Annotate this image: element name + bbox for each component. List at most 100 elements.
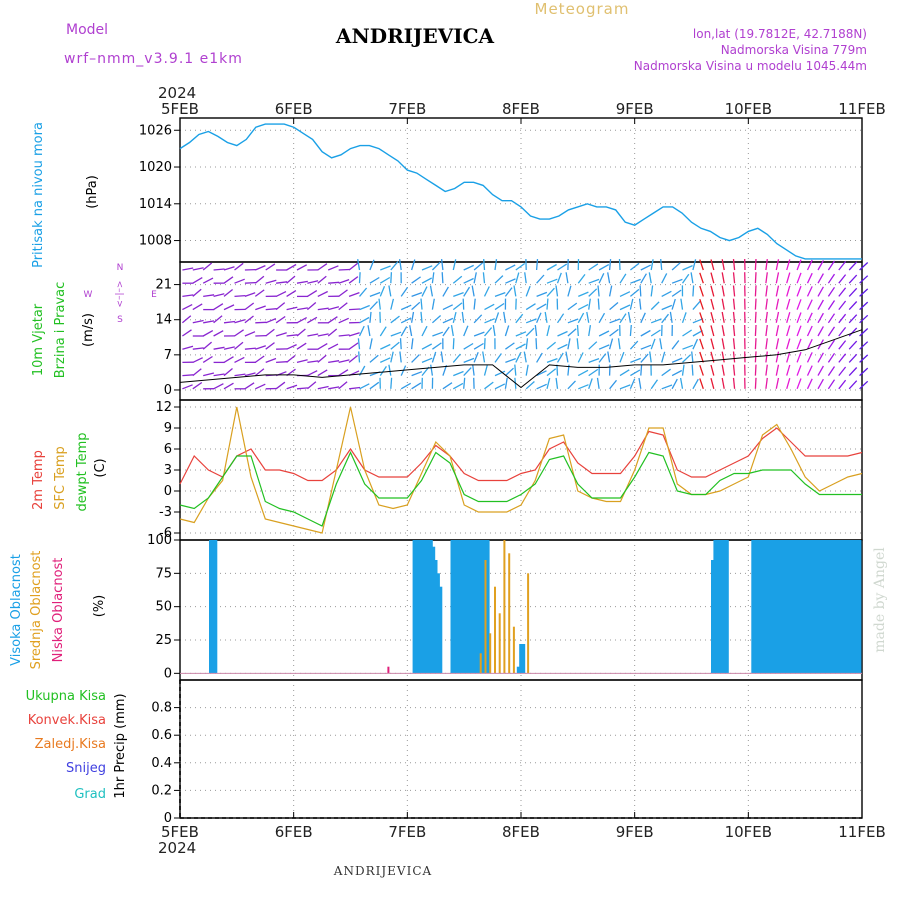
wind-arrow xyxy=(317,333,329,337)
wind-arrow xyxy=(452,259,457,271)
cloud-bar xyxy=(775,540,779,674)
wind-arrow xyxy=(681,273,690,284)
wind-arrow xyxy=(234,341,244,350)
wind-arrow xyxy=(234,356,245,363)
wind-arrow xyxy=(838,366,847,377)
y-tick-label: 1008 xyxy=(139,234,172,249)
wind-arrow xyxy=(578,384,589,390)
wind-arrow xyxy=(597,298,600,310)
wind-arrow xyxy=(765,259,768,271)
y-tick-label: 0 xyxy=(164,383,172,398)
cloud-bar xyxy=(815,540,819,674)
wind-arrow xyxy=(838,274,847,284)
wind-arrow xyxy=(806,338,813,350)
wind-arrow xyxy=(617,338,621,350)
wind-arrow xyxy=(338,317,349,324)
wind-arrow xyxy=(577,274,586,284)
cloud-bar xyxy=(784,540,788,674)
wind-arrow xyxy=(390,272,393,284)
compass-w: W xyxy=(84,290,93,300)
wind-arrow xyxy=(640,353,649,363)
wind-arrow xyxy=(546,298,549,310)
wind-arrow xyxy=(182,384,193,390)
wind-arrow xyxy=(786,298,791,310)
wind-arrow xyxy=(754,324,757,337)
wind-arrow xyxy=(420,311,423,323)
wind-arrow xyxy=(692,378,699,390)
cloud-ytick-labels: 100 75 50 25 0 xyxy=(147,533,172,681)
wind-arrow xyxy=(556,364,559,376)
temp-ylabel-4: (C) xyxy=(93,458,108,477)
cloud-bar xyxy=(211,540,215,674)
wind-arrow xyxy=(369,354,379,363)
wind-arrow xyxy=(578,291,589,297)
wind-arrow xyxy=(555,285,559,297)
wind-arrow xyxy=(546,357,558,364)
wind-arrow xyxy=(765,272,768,284)
wind-arrow xyxy=(692,338,699,350)
wind-compass: N <–|–> W E S xyxy=(84,263,158,325)
wind-arrow xyxy=(463,277,474,284)
wind-arrow xyxy=(796,338,802,350)
wind-arrow xyxy=(463,377,466,389)
wind-arrow xyxy=(721,298,725,310)
wind-arrow xyxy=(223,382,234,390)
cloud-bar xyxy=(793,540,798,674)
wind-arrow xyxy=(492,324,496,337)
wind-arrow xyxy=(638,377,642,389)
wind-arrow xyxy=(827,313,836,324)
wind-arrow xyxy=(307,370,318,377)
wind-arrow xyxy=(213,293,225,298)
wind-arrow xyxy=(609,379,618,390)
wind-arrow xyxy=(619,384,631,390)
wind-arrow xyxy=(442,326,450,337)
wind-arrow xyxy=(338,334,350,337)
wind-arrow xyxy=(588,288,598,297)
x-tick-label: 6FEB xyxy=(275,823,313,841)
wind-arrow xyxy=(398,259,402,271)
wind-arrow xyxy=(682,265,693,271)
wind-arrow xyxy=(699,378,704,390)
wind-arrow xyxy=(796,259,802,271)
wind-arrow xyxy=(732,377,736,389)
cloud-bar xyxy=(415,540,419,674)
cloud-bar xyxy=(718,540,722,674)
wind-arrow xyxy=(710,259,715,271)
cloud-bar xyxy=(827,540,831,674)
wind-arrow xyxy=(484,318,495,324)
wind-arrow xyxy=(379,285,386,297)
wind-arrow xyxy=(692,330,703,337)
pressure-panel: Pritisak na nivou mora (hPa) 1026 1020 101… xyxy=(31,122,862,268)
wind-arrow xyxy=(699,259,704,271)
cloud-bar xyxy=(720,540,725,674)
wind-arrow xyxy=(639,285,642,297)
wind-arrow xyxy=(806,378,813,390)
wind-arrow xyxy=(265,308,277,311)
wind-arrow xyxy=(838,326,847,337)
wind-arrow xyxy=(536,303,547,311)
credit-text: made by Angel xyxy=(872,547,888,653)
precip-panel: Ukupna Kisa Konvek.Kisa Zaledj.Kisa Snij… xyxy=(26,689,172,826)
x-tick-label: 9FEB xyxy=(616,100,654,118)
wind-arrow xyxy=(286,306,298,311)
wind-arrow xyxy=(848,367,858,377)
wind-arrow xyxy=(671,262,681,271)
wind-arrow xyxy=(775,298,780,310)
wind-arrow xyxy=(483,286,490,297)
wind-arrow xyxy=(848,380,858,390)
wind-arrow xyxy=(838,353,847,363)
wind-arrow xyxy=(775,338,780,350)
wind-arrow xyxy=(588,357,600,364)
wind-arrow xyxy=(296,359,308,364)
cloud-bar xyxy=(484,560,487,674)
wind-arrow xyxy=(286,275,296,284)
x-tick-label: 10FEB xyxy=(725,823,772,841)
wind-arrow xyxy=(515,331,527,337)
cloud-bar xyxy=(521,644,526,674)
temp-ylabel-2: SFC Temp xyxy=(53,446,68,510)
wind-arrow xyxy=(494,291,506,298)
wind-arrow xyxy=(786,378,791,389)
wind-arrow xyxy=(358,351,361,363)
wind-arrow xyxy=(648,272,652,284)
cloud-bar xyxy=(760,540,765,674)
